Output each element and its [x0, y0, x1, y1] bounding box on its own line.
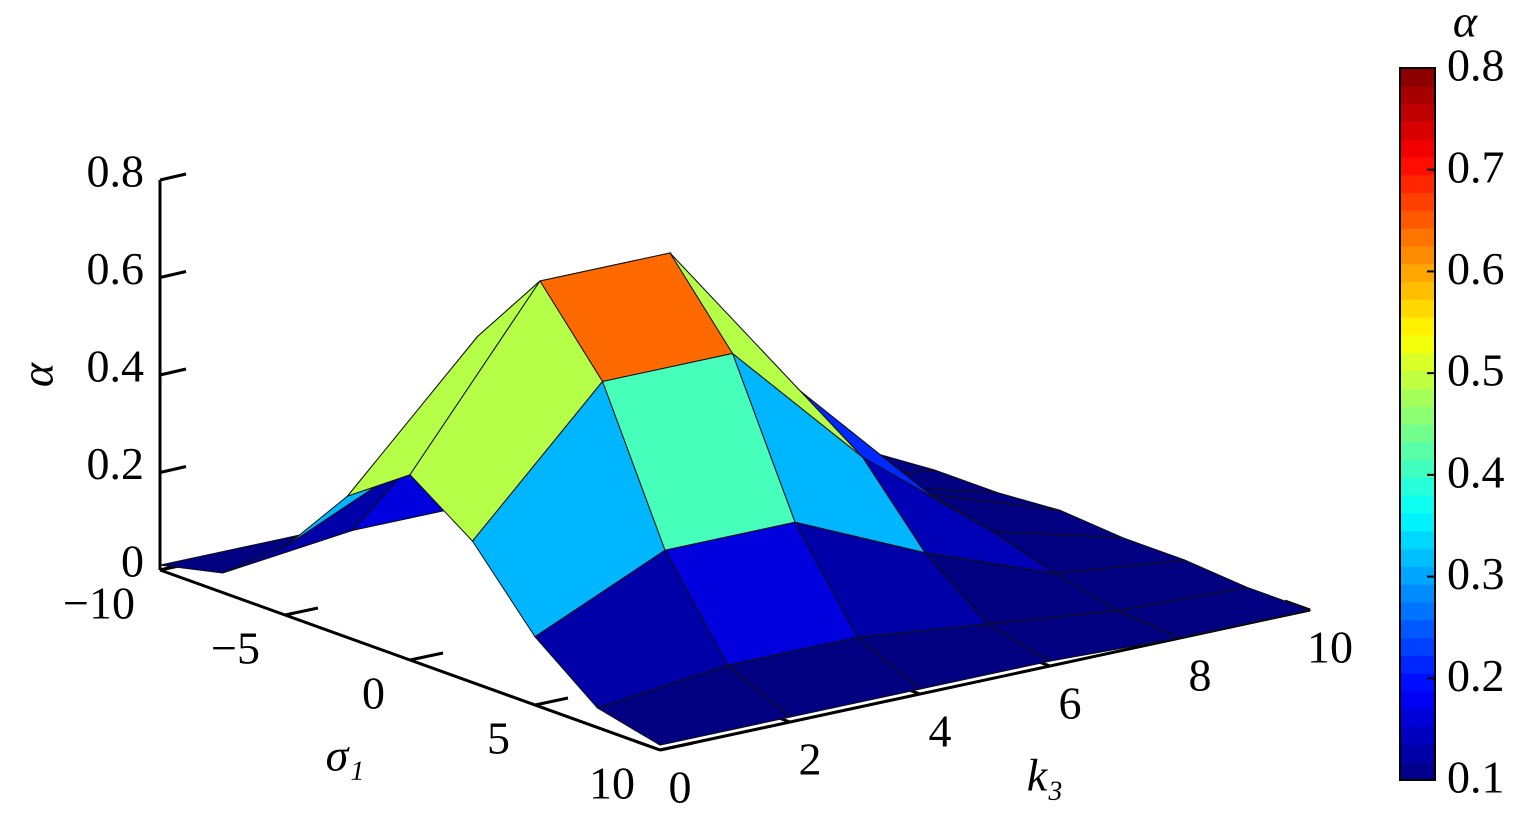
x-tick: [409, 651, 444, 662]
colorbar-step: [1400, 139, 1435, 158]
z-tick: [159, 465, 187, 474]
colorbar-step: [1400, 370, 1435, 389]
colorbar-step: [1400, 441, 1435, 461]
z-tick: [159, 172, 187, 182]
colorbar-step: [1400, 192, 1435, 211]
colorbar-step: [1400, 530, 1435, 550]
colorbar-step: [1400, 619, 1435, 639]
colorbar-step: [1400, 281, 1435, 300]
colorbar-step: [1400, 673, 1435, 692]
colorbar-tick-label: 0.1: [1447, 752, 1505, 803]
colorbar-step: [1400, 174, 1435, 194]
colorbar-tick-label: 0.7: [1447, 141, 1505, 192]
colorbar-step: [1400, 691, 1435, 710]
colorbar-step: [1400, 762, 1435, 781]
y-tick-label: 2: [799, 734, 822, 785]
colorbar-frame: [1399, 67, 1436, 781]
y-axis-label: k₃: [1027, 750, 1063, 801]
y-tick-label: 0: [669, 762, 692, 813]
colorbar-step: [1400, 655, 1435, 674]
y-tick-label: 6: [1059, 678, 1082, 729]
colorbar-step: [1400, 708, 1435, 728]
z-tick-label: 0.2: [87, 438, 145, 489]
colorbar-step: [1400, 388, 1435, 407]
colorbar-tick-label: 0.3: [1447, 548, 1505, 599]
y-tick-label: 10: [1307, 622, 1353, 673]
y-tick-label: 8: [1189, 650, 1212, 701]
z-tick: [159, 270, 187, 279]
colorbar-step: [1400, 68, 1435, 87]
surface-patch: [596, 664, 792, 746]
z-tick-label: 0.8: [87, 146, 145, 197]
x-tick: [284, 606, 319, 617]
colorbar-tick-label: 0.2: [1447, 650, 1505, 701]
colorbar-step: [1400, 495, 1435, 514]
colorbar-step: [1400, 513, 1435, 532]
colorbar-step: [1400, 637, 1435, 656]
z-tick-label: 0.6: [87, 243, 145, 294]
colorbar-step: [1400, 263, 1435, 283]
colorbar-step: [1400, 352, 1435, 372]
colorbar-tick-label: 0.6: [1447, 243, 1505, 294]
colorbar-step: [1400, 548, 1435, 567]
x-tick: [534, 696, 569, 707]
x-axis-label: σ₁: [326, 730, 365, 781]
y-tick: [634, 739, 661, 752]
colorbar-tick-label: 0.8: [1447, 40, 1505, 91]
x-tick: [659, 741, 694, 752]
colorbar-step: [1400, 121, 1435, 140]
colorbar-step: [1400, 477, 1435, 496]
z-tick-label: 0.4: [87, 341, 145, 392]
colorbar-step: [1400, 459, 1435, 478]
colorbar-step: [1400, 85, 1435, 105]
z-axis-label: α: [12, 362, 63, 387]
colorbar-step: [1400, 406, 1435, 425]
colorbar-step: [1400, 584, 1435, 603]
colorbar-step: [1400, 335, 1435, 354]
colorbar-tick-label: 0.4: [1447, 446, 1505, 497]
colorbar-step: [1400, 744, 1435, 763]
colorbar-step: [1400, 602, 1435, 621]
x-tick-label: 5: [487, 713, 510, 764]
z-tick: [159, 367, 187, 377]
colorbar-step: [1400, 103, 1435, 122]
colorbar-step: [1400, 317, 1435, 336]
colorbar-step: [1400, 157, 1435, 176]
colorbar-step: [1400, 299, 1435, 318]
colorbar-step: [1400, 246, 1435, 265]
colorbar-step: [1400, 210, 1435, 229]
y-tick-label: 4: [929, 706, 952, 757]
x-tick-label: −5: [211, 623, 260, 674]
colorbar-step: [1400, 726, 1435, 745]
x-tick-label: 0: [362, 668, 385, 719]
z-tick-label: 0: [121, 536, 144, 587]
x-tick-label: −10: [63, 578, 135, 629]
colorbar-step: [1400, 228, 1435, 247]
colorbar-step: [1400, 424, 1435, 443]
x-tick-label: 10: [589, 758, 635, 809]
colorbar-label: α: [1453, 0, 1478, 47]
colorbar-tick-label: 0.5: [1447, 345, 1505, 396]
colorbar-step: [1400, 566, 1435, 585]
